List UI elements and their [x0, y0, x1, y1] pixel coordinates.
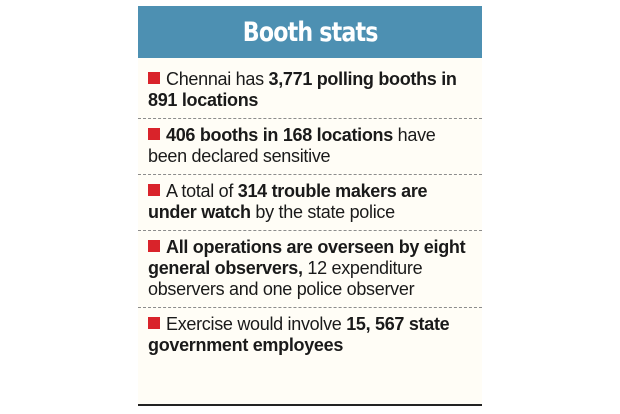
list-item: Chennai has 3,771 polling booths in 891 … — [138, 63, 482, 119]
list-item: Exercise would involve 15, 567 state gov… — [138, 308, 482, 363]
booth-stats-box: Booth stats Chennai has 3,771 polling bo… — [138, 6, 482, 406]
list-item: All operations are overseen by eight gen… — [138, 231, 482, 308]
item-text-regular: have been declared sensitive — [148, 125, 436, 166]
item-text-bold: 314 trouble makers are under watch — [148, 181, 428, 222]
red-square-bullet-icon — [148, 317, 160, 329]
item-text-regular: by the state police — [250, 202, 395, 222]
item-text-bold: 3,771 polling booths in 891 locations — [148, 69, 457, 110]
stats-list: Chennai has 3,771 polling booths in 891 … — [138, 63, 482, 363]
box-title: Booth stats — [242, 16, 379, 48]
item-text-regular: Exercise would involve — [166, 314, 347, 334]
list-item: 406 booths in 168 locations have been de… — [138, 119, 482, 175]
item-text-regular: Chennai has — [166, 69, 269, 89]
item-text-regular: 12 expenditure observers and one police … — [148, 258, 423, 299]
header-bar: Booth stats — [138, 6, 482, 58]
item-text-bold: All operations are overseen by eight gen… — [148, 237, 466, 278]
red-square-bullet-icon — [148, 128, 160, 140]
item-text-bold: 15, 567 state government employees — [148, 314, 450, 355]
red-square-bullet-icon — [148, 72, 160, 84]
item-text-bold: 406 booths in 168 locations — [166, 125, 393, 145]
list-item: A total of 314 trouble makers are under … — [138, 175, 482, 231]
red-square-bullet-icon — [148, 240, 160, 252]
item-text-regular: A total of — [166, 181, 238, 201]
red-square-bullet-icon — [148, 184, 160, 196]
